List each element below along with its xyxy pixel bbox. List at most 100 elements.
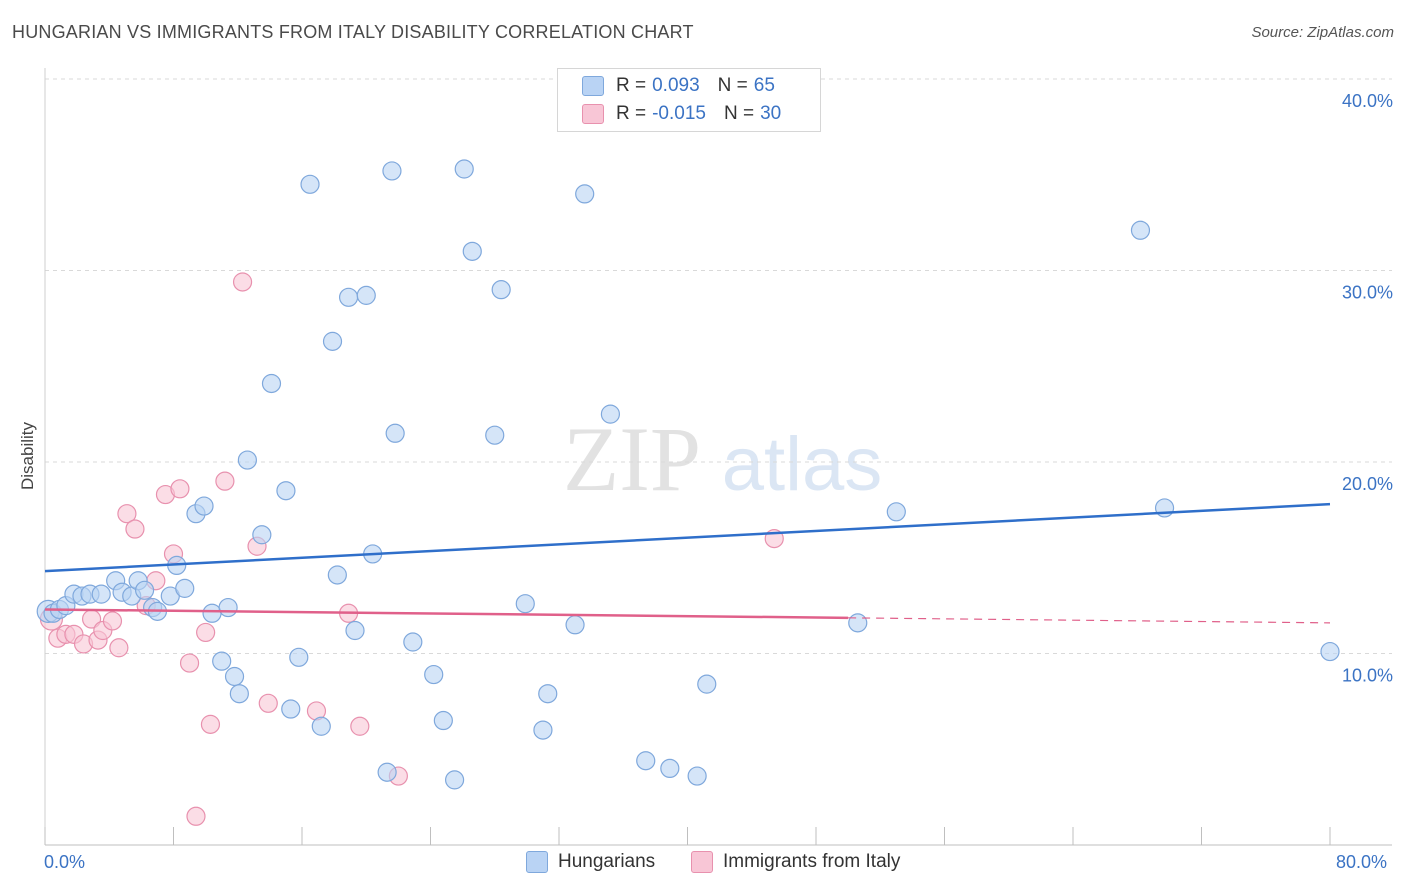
data-point [322, 331, 343, 351]
data-point [224, 666, 245, 687]
axes [44, 68, 1392, 846]
gridlines [45, 78, 1392, 654]
source-credit: Source: ZipAtlas.com [1251, 24, 1394, 41]
data-point [382, 161, 402, 181]
x-tick-label-min: 0.0% [44, 852, 86, 872]
data-point [454, 159, 474, 179]
bottom-legend-hungarians: Hungarians [526, 851, 655, 873]
x-tick-label-max: 80.0% [1336, 852, 1388, 872]
data-point [660, 758, 680, 779]
legend-r-value: -0.015 [652, 103, 706, 124]
watermark-atlas: atlas [722, 422, 883, 507]
data-point [350, 716, 370, 736]
y-tick-label: 40.0% [1342, 91, 1393, 111]
data-point [194, 496, 214, 516]
data-point [179, 653, 200, 673]
legend-n-label: N = [717, 75, 748, 96]
legend-r-label: R = [616, 75, 647, 96]
series-hungarians [36, 159, 1340, 790]
data-point [218, 597, 238, 618]
bottom-legend-italy: Immigrants from Italy [691, 851, 900, 873]
data-point [102, 611, 123, 631]
y-tick-label: 30.0% [1342, 283, 1393, 303]
trend-line-italy [44, 608, 849, 620]
trend-line-italy-extrapolated [848, 617, 1331, 624]
data-point [575, 184, 595, 204]
data-point [491, 280, 511, 300]
trend-line-hungarians [44, 502, 1331, 573]
data-point [515, 594, 535, 614]
data-point [252, 525, 272, 545]
data-point [338, 287, 359, 307]
data-point [281, 699, 301, 719]
data-point [886, 502, 906, 522]
legend-n-label: N = [723, 103, 755, 124]
blue-swatch-icon [582, 76, 604, 96]
data-point [258, 693, 278, 713]
data-point [424, 664, 444, 685]
data-point [538, 684, 558, 704]
data-point [311, 716, 331, 736]
y-tick-label: 10.0% [1342, 666, 1393, 686]
legend-n-value: 65 [753, 75, 775, 96]
data-point [687, 766, 707, 786]
pink-swatch-icon [582, 104, 604, 124]
legend-n-value: 30 [760, 103, 782, 124]
data-point [261, 373, 282, 394]
legend-row-italy: R = -0.015 N = 30 [582, 101, 781, 127]
data-point [175, 578, 195, 598]
data-point [345, 620, 365, 641]
data-point [444, 770, 465, 790]
data-point [848, 613, 868, 633]
data-point [697, 674, 717, 694]
data-point [215, 471, 235, 491]
series-immigrants-from-italy [39, 272, 784, 826]
legend-label-italy: Immigrants from Italy [723, 851, 901, 872]
data-point [229, 684, 249, 704]
y-tick-labels: 10.0% 20.0% 30.0% 40.0% [1342, 91, 1393, 686]
data-point [300, 174, 320, 194]
watermark: ZIP atlas [563, 408, 882, 510]
data-point [289, 647, 309, 667]
data-point [565, 615, 585, 635]
data-point [385, 423, 405, 443]
data-point [170, 479, 190, 499]
trend-lines [44, 502, 1331, 624]
data-point [403, 632, 423, 652]
legend-r-value: 0.093 [652, 75, 700, 96]
y-tick-label: 20.0% [1342, 474, 1393, 494]
watermark-zip: ZIP [563, 408, 701, 510]
data-point [356, 285, 376, 305]
data-point [134, 580, 155, 600]
data-point [200, 714, 221, 734]
data-point [485, 425, 505, 445]
data-point [1320, 641, 1340, 662]
data-point [232, 272, 253, 292]
data-point [377, 762, 397, 782]
data-point [327, 565, 347, 585]
blue-swatch-icon [526, 851, 548, 873]
data-point [237, 450, 257, 470]
data-point [600, 404, 621, 424]
data-point [1130, 220, 1151, 240]
data-point [125, 519, 145, 539]
data-point [196, 622, 216, 643]
pink-swatch-icon [691, 851, 713, 873]
data-point [433, 710, 453, 731]
data-point [117, 504, 137, 524]
data-point [276, 481, 296, 501]
data-point [91, 584, 111, 604]
data-point [462, 241, 482, 261]
data-point [636, 751, 656, 771]
legend-label-hungarians: Hungarians [558, 851, 656, 872]
data-point [109, 638, 129, 658]
legend-r-label: R = [616, 103, 647, 124]
data-point [202, 603, 222, 623]
correlation-legend: R = 0.093 N = 65 R = -0.015 N = 30 [557, 68, 821, 132]
legend-row-hungarians: R = 0.093 N = 65 [582, 73, 775, 99]
data-point [186, 806, 206, 826]
data-point [533, 720, 553, 740]
chart-title: HUNGARIAN VS IMMIGRANTS FROM ITALY DISAB… [12, 22, 694, 42]
data-point [212, 651, 232, 671]
